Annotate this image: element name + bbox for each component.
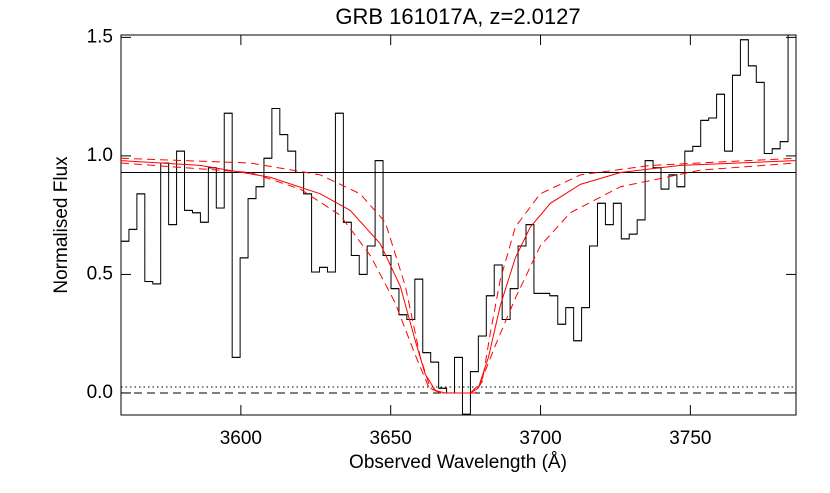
plot-area [121,35,796,415]
plot-frame [120,34,797,416]
y-tick-label: 1.5 [87,26,113,47]
model-line [121,162,796,394]
y-tick-label: 0.0 [87,382,113,403]
y-axis-label: Normalised Flux [51,156,72,294]
x-tick-label: 3650 [370,428,412,449]
y-tick-label: 0.5 [87,263,113,284]
x-tick-label: 3600 [220,428,262,449]
y-tick-label: 1.0 [87,145,113,166]
model-line [121,160,796,394]
x-tick-label: 3700 [519,428,561,449]
x-axis-label: Observed Wavelength (Å) [349,452,567,473]
chart-title: GRB 161017A, z=2.0127 [335,4,580,29]
x-tick-label: 3750 [669,428,711,449]
model-line [121,157,796,394]
